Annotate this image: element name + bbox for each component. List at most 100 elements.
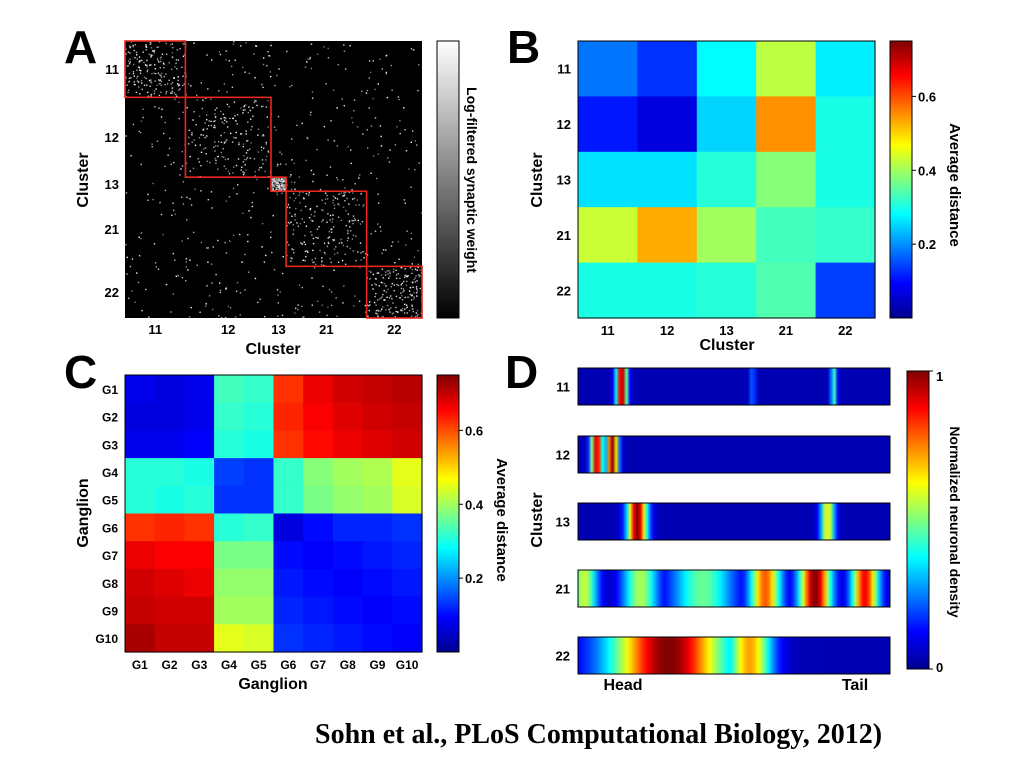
synapse-dot <box>170 83 172 85</box>
synapse-dot <box>218 51 221 53</box>
synapse-dot <box>125 48 127 50</box>
panel-b-colorbar <box>889 40 913 319</box>
synapse-dot <box>291 84 293 87</box>
panel-d-tail-label: Tail <box>842 677 868 694</box>
synapse-dot <box>317 237 319 239</box>
synapse-dot <box>179 88 181 90</box>
synapse-dot <box>416 290 419 292</box>
synapse-dot <box>352 198 354 200</box>
synapse-dot <box>328 230 330 233</box>
synapse-dot <box>341 98 343 100</box>
synapse-dot <box>381 268 383 270</box>
synapse-dot <box>222 113 225 115</box>
synapse-dot <box>173 161 175 164</box>
synapse-dot <box>404 308 406 310</box>
synapse-dot <box>379 58 381 60</box>
synapse-dot <box>337 261 340 263</box>
synapse-dot <box>374 295 376 298</box>
heatmap-cell <box>756 96 817 153</box>
synapse-dot <box>189 259 191 261</box>
synapse-dot <box>197 158 199 160</box>
synapse-dot <box>223 165 225 167</box>
panel-b-ylabel: Cluster <box>529 152 546 207</box>
synapse-dot <box>276 177 278 179</box>
synapse-dot <box>224 316 227 318</box>
synapse-dot <box>171 92 173 94</box>
x-tick-label: G9 <box>369 658 385 672</box>
synapse-dot <box>303 241 305 243</box>
synapse-dot <box>129 265 132 268</box>
density-strip <box>577 569 891 608</box>
synapse-dot <box>263 57 265 59</box>
synapse-dot <box>409 293 412 296</box>
panel-b-ticks: 11 11 12 12 13 13 21 21 22 22 <box>557 62 853 338</box>
synapse-dot <box>140 120 142 122</box>
synapse-dot <box>171 87 174 89</box>
synapse-dot <box>344 200 346 202</box>
synapse-dot <box>171 43 173 45</box>
synapse-dot <box>134 301 136 303</box>
synapse-dot <box>200 151 203 153</box>
synapse-dot <box>153 72 155 74</box>
synapse-dot <box>276 179 278 181</box>
synapse-dot <box>226 103 229 106</box>
synapse-dot <box>135 51 138 54</box>
x-tick-label: 21 <box>779 323 793 338</box>
heatmap-cell <box>125 596 156 625</box>
y-tick-label: 12 <box>557 117 571 132</box>
synapse-dot <box>404 303 406 306</box>
synapse-dot <box>403 290 405 292</box>
synapse-dot <box>234 115 236 117</box>
synapse-dot <box>185 261 187 263</box>
synapse-dot <box>240 169 242 171</box>
synapse-dot <box>267 99 269 102</box>
synapse-dot <box>283 180 286 182</box>
synapse-dot <box>274 188 277 191</box>
synapse-dot <box>244 253 246 256</box>
synapse-dot <box>347 230 349 232</box>
synapse-dot <box>256 104 258 107</box>
heatmap-cell <box>273 624 304 653</box>
synapse-dot <box>193 111 195 113</box>
heatmap-cell <box>392 541 423 570</box>
synapse-dot <box>273 269 276 271</box>
synapse-dot <box>280 182 283 185</box>
heatmap-cell <box>125 513 156 542</box>
synapse-dot <box>291 257 293 260</box>
synapse-dot <box>255 100 257 102</box>
synapse-dot <box>310 43 313 45</box>
synapse-dot <box>301 305 303 308</box>
synapse-dot <box>388 161 391 163</box>
synapse-dot <box>182 203 185 205</box>
synapse-dot <box>292 229 295 231</box>
synapse-dot <box>370 271 372 273</box>
synapse-dot <box>211 308 214 311</box>
synapse-dot <box>204 122 206 124</box>
y-tick-label: 22 <box>105 285 119 300</box>
synapse-dot <box>302 259 304 261</box>
synapse-dot <box>133 63 135 66</box>
synapse-dot <box>314 257 317 260</box>
heatmap-cell <box>243 375 275 404</box>
synapse-dot <box>368 107 370 109</box>
synapse-dot <box>153 50 155 52</box>
synapse-dot <box>362 251 364 253</box>
synapse-dot <box>411 263 413 265</box>
synapse-dot <box>397 284 400 287</box>
synapse-dot <box>133 83 135 86</box>
synapse-dot <box>363 257 365 259</box>
synapse-dot <box>196 94 198 96</box>
synapse-dot <box>275 180 277 183</box>
synapse-dot <box>307 251 309 253</box>
synapse-dot <box>327 241 330 243</box>
synapse-dot <box>282 180 285 183</box>
synapse-dot <box>134 44 136 46</box>
synapse-dot <box>267 151 270 153</box>
density-strip <box>577 636 891 675</box>
synapse-dot <box>128 80 130 83</box>
heatmap-cell <box>125 624 156 653</box>
synapse-dot <box>373 301 376 304</box>
synapse-dot <box>283 187 285 189</box>
synapse-dot <box>270 44 272 47</box>
synapse-dot <box>301 286 303 289</box>
